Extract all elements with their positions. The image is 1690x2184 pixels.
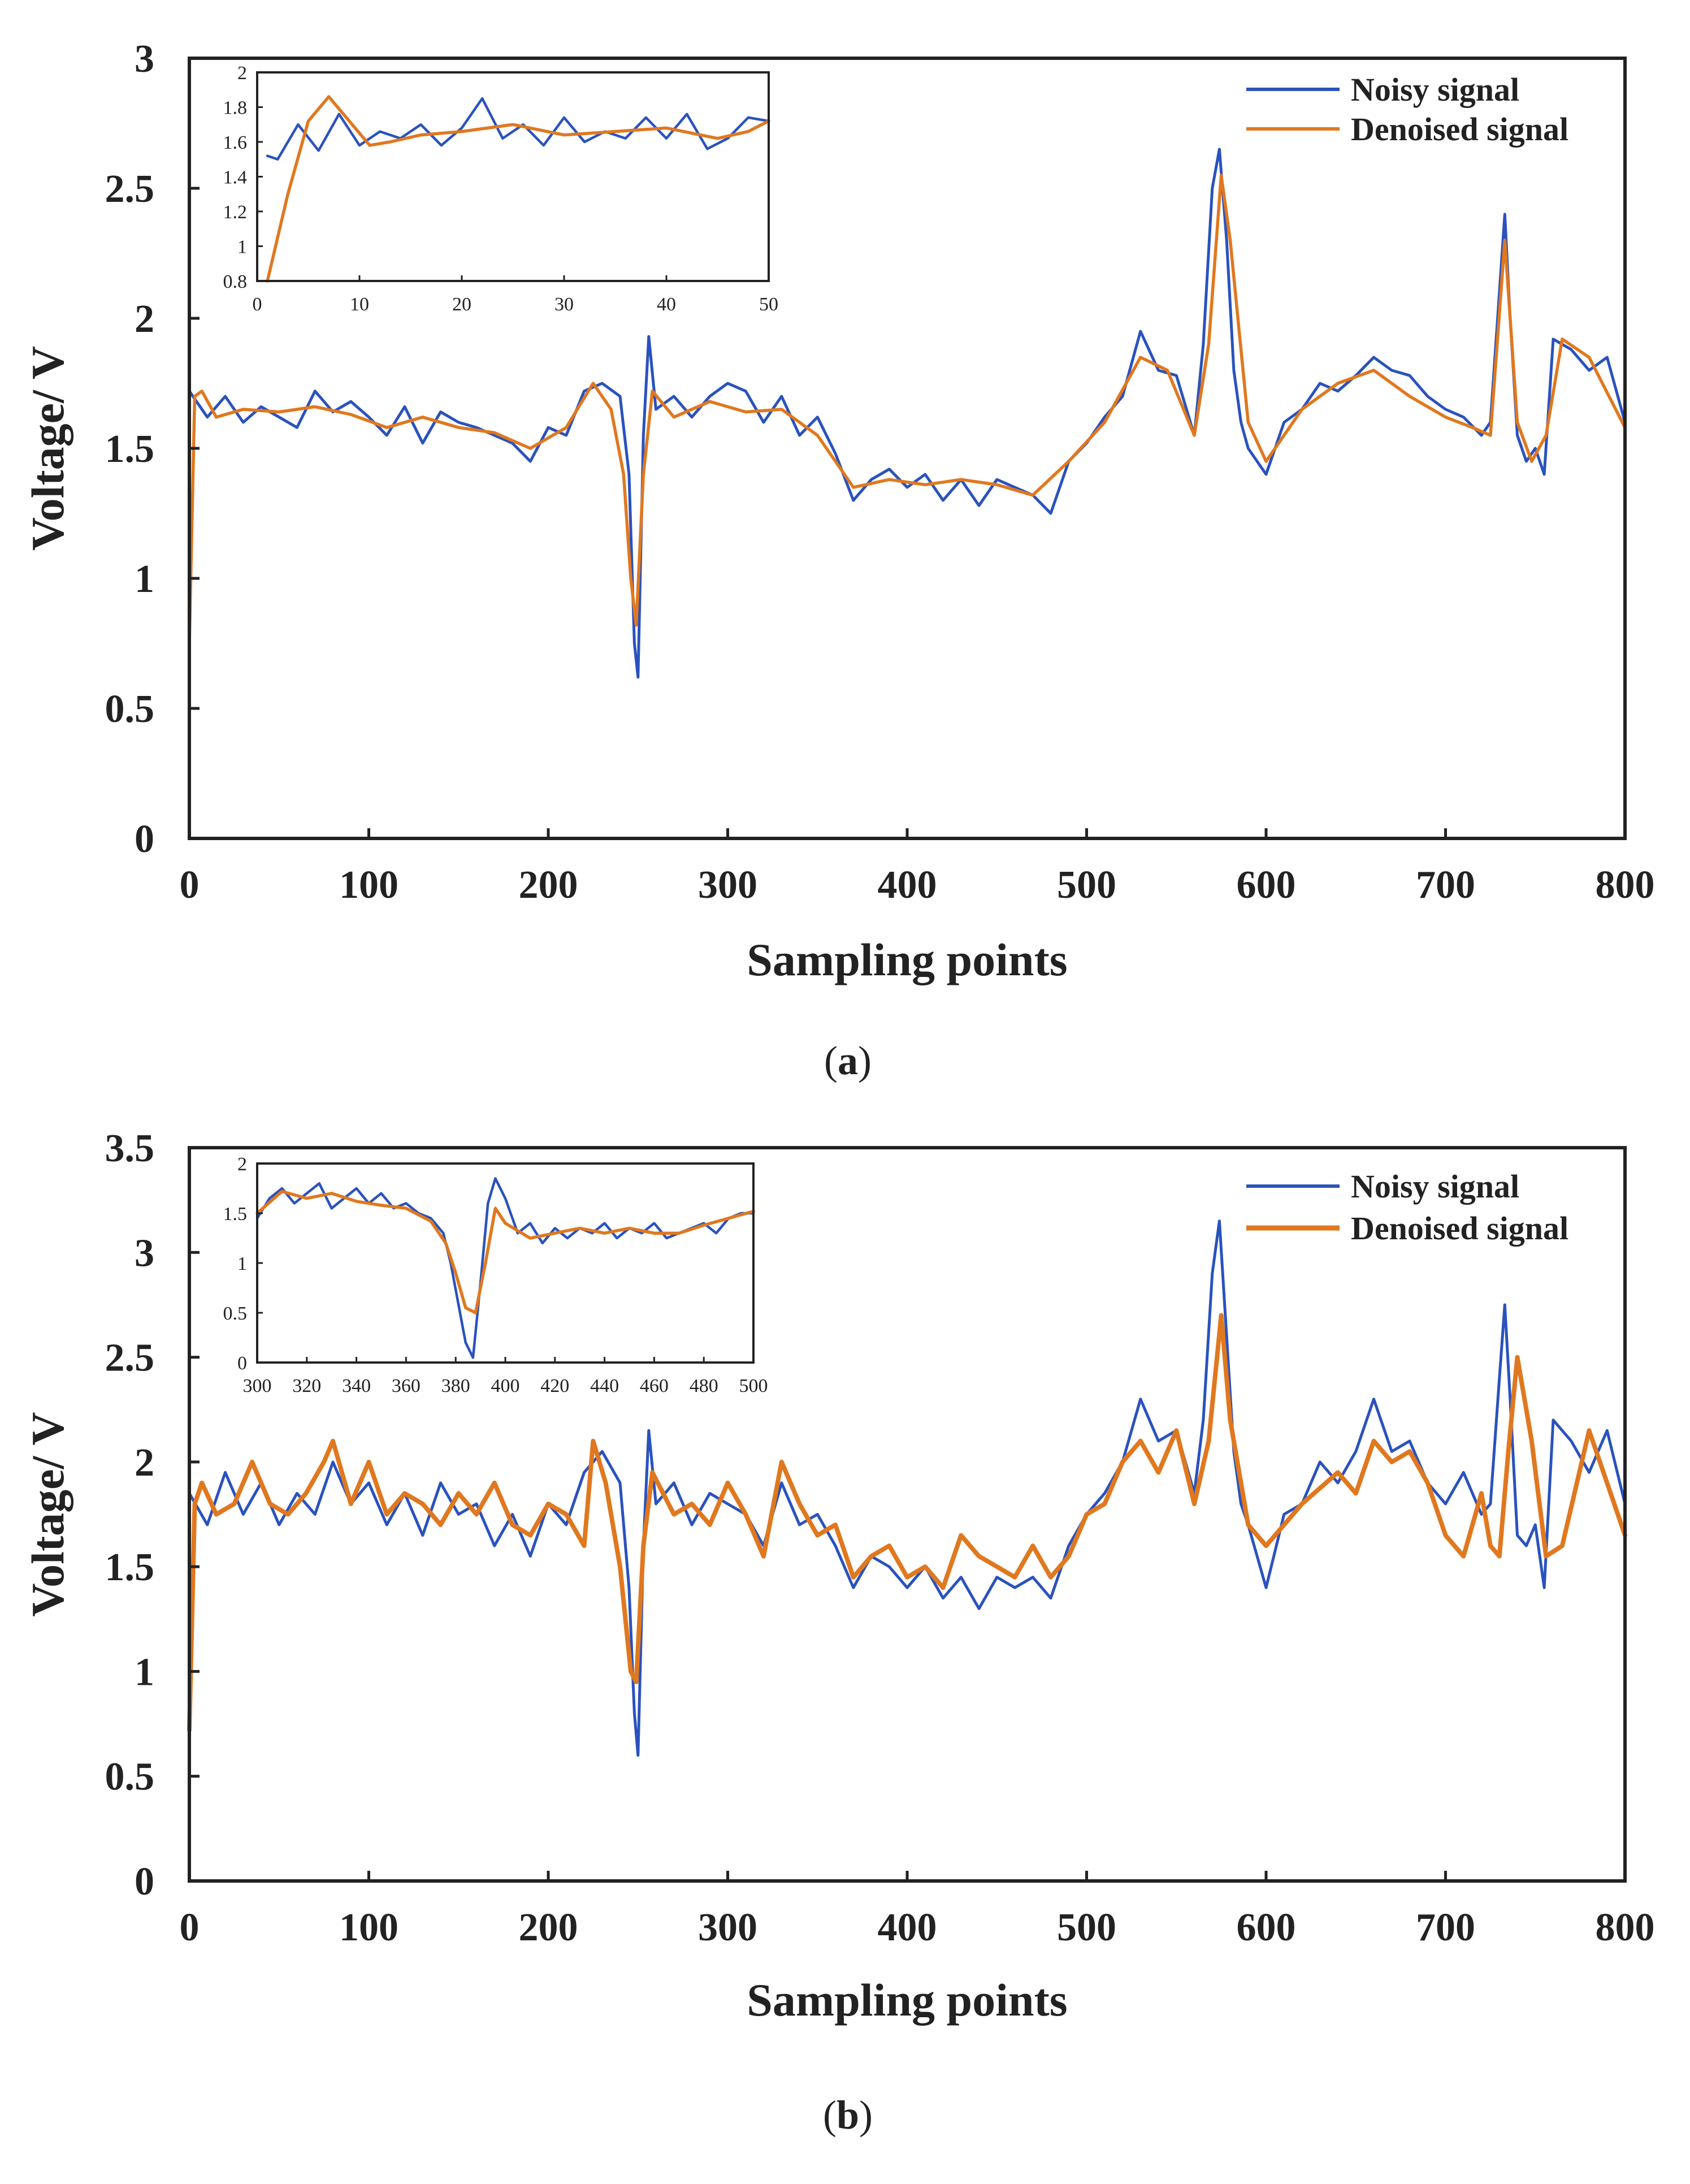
panel-b-legend-label-denoised: Denoised signal <box>1351 1210 1568 1247</box>
panel-b-caption-letter: b <box>837 2092 859 2138</box>
panel-b-inset-x-tick-label: 480 <box>690 1376 718 1396</box>
panel-b-chart: 0 100 200 300 400 500 600 700 800 0 0.5 1 1.5 2 2.5 3 3.… <box>22 1127 1655 2138</box>
panel-a-inset-y-tick-label: 1.6 <box>223 132 248 153</box>
panel-a-x-tick-label: 700 <box>1416 863 1475 907</box>
panel-a-chart: 0 100 200 300 400 500 600 700 80000.511.522.53Sa… <box>22 37 1655 1083</box>
panel-a-x-tick-label: 800 <box>1596 863 1655 907</box>
panel-b-inset-chart: 300 320 340 360 380 400 420 440 460 480 500 0 0.5 1 1.… <box>223 1154 768 1396</box>
panel-a-y-tick-label: 3 <box>135 37 154 81</box>
panel-b-x-tick-label: 200 <box>519 1906 578 1949</box>
panel-a-inset-y-tick-label: 0.8 <box>223 271 248 292</box>
panel-a-inset-x-tick-label: 20 <box>452 294 471 315</box>
panel-a-inset-y-tick-label: 1.8 <box>223 98 248 119</box>
panel-a-inset-y-tick-label: 1.4 <box>223 167 248 188</box>
panel-b-caption-close: ) <box>859 2092 873 2138</box>
panel-b-inset-y-tick-label: 1.5 <box>223 1204 248 1225</box>
panel-b-inset-x-tick-label: 300 <box>243 1376 272 1396</box>
panel-b-x-tick-label: 800 <box>1596 1906 1655 1949</box>
panel-a-x-axis-label: Sampling points <box>747 934 1067 985</box>
panel-a-inset-series-noisy-line <box>266 97 770 161</box>
panel-a-caption-close: ) <box>858 1038 872 1083</box>
panel-a-inset-chart: 0 10 20 30 40 50 0.8 1 1.2 1.4 1.6 1.8 2 <box>223 63 779 315</box>
panel-a-series-denoised-line <box>188 174 1627 645</box>
panel-a-inset-x-tick-label: 10 <box>350 294 369 315</box>
panel-a-y-tick-label: 0.5 <box>105 687 155 731</box>
panel-b-x-tick-label: 500 <box>1057 1906 1116 1949</box>
panel-b-series-denoised-line <box>187 1313 1627 1733</box>
panel-b-y-tick-label: 2.5 <box>105 1337 155 1380</box>
panel-a-x-tick-label: 0 <box>180 863 200 907</box>
panel-b-y-tick-label: 1 <box>135 1650 154 1694</box>
panel-b-inset-x-tick-label: 460 <box>640 1376 669 1396</box>
panel-a-inset-y-tick-label: 1 <box>237 237 247 258</box>
panel-a-x-tick-label: 400 <box>878 863 937 907</box>
panel-b-x-tick-label: 600 <box>1237 1906 1296 1949</box>
panel-b-inset-y-tick-label: 0.5 <box>223 1303 248 1324</box>
panel-b-caption: (b) <box>823 2092 873 2138</box>
panel-a-caption-open: ( <box>824 1038 838 1083</box>
panel-a-inset-x-tick-label: 0 <box>253 294 262 315</box>
panel-a-inset-background <box>257 72 769 281</box>
panel-a-inset-y-tick-label: 2 <box>237 63 247 84</box>
panel-b-legend-label-noisy: Noisy signal <box>1351 1168 1519 1205</box>
panel-a-caption-letter: a <box>838 1038 858 1083</box>
panel-b-inset-x-tick-label: 320 <box>292 1376 321 1396</box>
panel-b-inset-x-tick-label: 360 <box>392 1376 421 1396</box>
panel-b-inset-x-tick-label: 380 <box>441 1376 470 1396</box>
panel-b-legend: Noisy signal Denoised signal <box>1246 1168 1568 1247</box>
panel-a-y-tick-label: 1.5 <box>105 427 155 471</box>
panel-a-x-tick-label: 600 <box>1237 863 1296 907</box>
panel-b-y-tick-label: 2 <box>135 1441 154 1485</box>
panel-b-x-tick-label: 300 <box>698 1906 757 1949</box>
panel-b-y-tick-label: 1.5 <box>105 1546 155 1589</box>
panel-b-series-noisy-line <box>188 1219 1627 1757</box>
panel-a-inset-series-denoised-line <box>266 95 770 283</box>
panel-b-x-tick-label: 700 <box>1416 1906 1475 1949</box>
panel-b-inset-x-tick-label: 400 <box>491 1376 520 1396</box>
panel-a-caption: (a) <box>824 1038 872 1083</box>
panel-a-x-tick-label: 200 <box>519 863 578 907</box>
panel-a-x-tick-label: 100 <box>339 863 398 907</box>
panel-a-inset-y-tick-label: 1.2 <box>223 202 248 223</box>
panel-a-y-tick-label: 2.5 <box>105 167 155 211</box>
panel-b-inset-series-denoised-line <box>255 1190 755 1314</box>
panel-b-inset-y-tick-label: 1 <box>237 1253 247 1274</box>
panel-a-x-tick-label: 500 <box>1057 863 1116 907</box>
panel-a-y-axis-label: Voltage/ V <box>22 346 73 551</box>
panel-a-inset-x-tick-label: 50 <box>759 294 778 315</box>
panel-a-series-noisy-line <box>188 148 1627 679</box>
panel-a-y-tick-label: 2 <box>135 297 154 341</box>
panel-b-y-tick-label: 0 <box>135 1860 154 1904</box>
panel-a-x-tick-label: 300 <box>698 863 757 907</box>
panel-b-inset-x-tick-label: 440 <box>590 1376 619 1396</box>
panel-b-caption-open: ( <box>823 2092 837 2138</box>
panel-b-x-tick-label: 400 <box>878 1906 937 1949</box>
panel-a-legend-label-denoised: Denoised signal <box>1351 111 1568 148</box>
panel-b-y-tick-label: 3 <box>135 1231 154 1275</box>
panel-b-inset-x-tick-label: 340 <box>342 1376 371 1396</box>
panel-b-inset-x-tick-label: 420 <box>540 1376 569 1396</box>
panel-a-inset-x-tick-label: 40 <box>657 294 676 315</box>
panel-b-inset-y-tick-label: 0 <box>237 1353 247 1374</box>
panel-a-y-tick-label: 0 <box>135 818 154 861</box>
panel-b-x-axis-label: Sampling points <box>747 1974 1067 2026</box>
panel-b-y-tick-label: 3.5 <box>105 1127 155 1170</box>
panel-b-y-tick-label: 0.5 <box>105 1755 155 1799</box>
panel-b-x-tick-label: 100 <box>339 1906 398 1949</box>
panel-b-inset-x-tick-label: 500 <box>739 1376 768 1396</box>
panel-a-legend-label-noisy: Noisy signal <box>1351 71 1519 108</box>
panel-b-x-tick-label: 0 <box>180 1906 200 1949</box>
panel-b-inset-y-tick-label: 2 <box>237 1154 247 1175</box>
panel-a-y-tick-label: 1 <box>135 557 154 601</box>
panel-a-inset-x-tick-label: 30 <box>554 294 574 315</box>
panel-b-y-axis-label: Voltage/ V <box>22 1412 73 1616</box>
